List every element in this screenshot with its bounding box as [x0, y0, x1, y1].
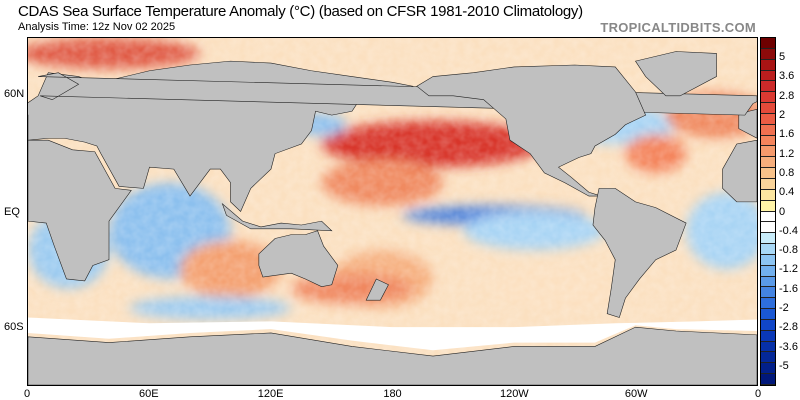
colorbar-cell	[761, 92, 775, 104]
colorbar-cell	[761, 233, 775, 245]
lon-label: 120E	[257, 388, 284, 400]
colorbar-cell	[761, 287, 775, 299]
africa-west	[722, 139, 757, 203]
indonesia	[221, 202, 333, 232]
lon-label: 60E	[139, 388, 159, 400]
colorbar-cell	[761, 189, 775, 201]
colorbar-cell	[761, 200, 775, 212]
colorbar-label: 0	[779, 205, 786, 218]
colorbar-cell	[761, 352, 775, 364]
colorbar-cell	[761, 113, 775, 125]
colorbar-label: -0.8	[779, 244, 798, 257]
colorbar-label: 1.2	[779, 147, 795, 160]
colorbar-cell	[761, 70, 775, 82]
sst-anomaly-map	[27, 37, 758, 386]
colorbar-label: 2	[779, 108, 786, 121]
colorbar-cell	[761, 135, 775, 147]
analysis-time: Analysis Time: 12z Nov 02 2025	[18, 21, 176, 33]
lon-label: 60W	[624, 388, 648, 400]
colorbar-cell	[761, 330, 775, 342]
colorbar-cell	[761, 168, 775, 179]
colorbar-label: -2	[779, 302, 789, 315]
colorbar-cell	[761, 211, 775, 223]
colorbar-cell	[761, 244, 775, 255]
colorbar-label: -5	[779, 360, 789, 372]
australia	[258, 230, 339, 287]
colorbar-label: -0.4	[779, 224, 798, 237]
colorbar-cell	[761, 81, 775, 93]
colorbar-cell	[761, 319, 775, 331]
colorbar-label: 0.8	[779, 166, 795, 179]
map-title: CDAS Sea Surface Temperature Anomaly (°C…	[18, 3, 583, 20]
colorbar-cell	[761, 254, 775, 266]
colorbar-cell	[761, 124, 775, 136]
colorbar-label: -1.6	[779, 282, 798, 295]
colorbar-label: 0.4	[779, 186, 795, 199]
colorbar-cell	[761, 178, 775, 190]
lat-label-60n: 60N	[4, 88, 25, 100]
colorbar-label: -3.6	[779, 340, 798, 353]
colorbar-label: 3.6	[779, 70, 795, 83]
lon-label: 0	[23, 388, 31, 400]
colorbar-cell	[761, 298, 775, 310]
lat-label-eq: EQ	[4, 206, 20, 218]
colorbar-cell	[761, 374, 775, 385]
africa-east	[28, 139, 132, 282]
brand-watermark: TROPICALTIDBITS.COM	[600, 20, 756, 35]
colorbar-cell	[761, 103, 775, 114]
new-zealand	[365, 278, 389, 301]
colorbar-cell	[761, 309, 775, 320]
colorbar-cell	[761, 276, 775, 288]
lat-label-60s: 60S	[4, 321, 24, 333]
greenland	[635, 51, 717, 97]
antarctica	[28, 326, 757, 385]
land-masses	[28, 51, 757, 385]
lon-label: 120W	[499, 388, 529, 400]
colorbar-cell	[761, 48, 775, 60]
colorbar-cell	[761, 59, 775, 71]
colorbar-cell	[761, 222, 775, 234]
colorbar-cell	[761, 265, 775, 277]
colorbar-label: -1.2	[779, 263, 798, 276]
colorbar-label: -2.8	[779, 321, 798, 334]
north-america	[416, 64, 647, 197]
colorbar-cell	[761, 157, 775, 169]
colorbar-cell	[761, 38, 775, 49]
colorbar-label: 2.8	[779, 89, 795, 102]
colorbar-label: 1.6	[779, 128, 795, 141]
lon-label: 0	[754, 388, 762, 400]
colorbar-label: 5	[779, 51, 786, 63]
colorbar-cell	[761, 146, 775, 158]
south-america	[592, 188, 687, 318]
lon-label: 180	[383, 388, 402, 400]
colorbar-cell	[761, 341, 775, 353]
sea-ice-edge	[28, 317, 757, 351]
colorbar	[760, 37, 776, 386]
colorbar-cell	[761, 363, 775, 375]
